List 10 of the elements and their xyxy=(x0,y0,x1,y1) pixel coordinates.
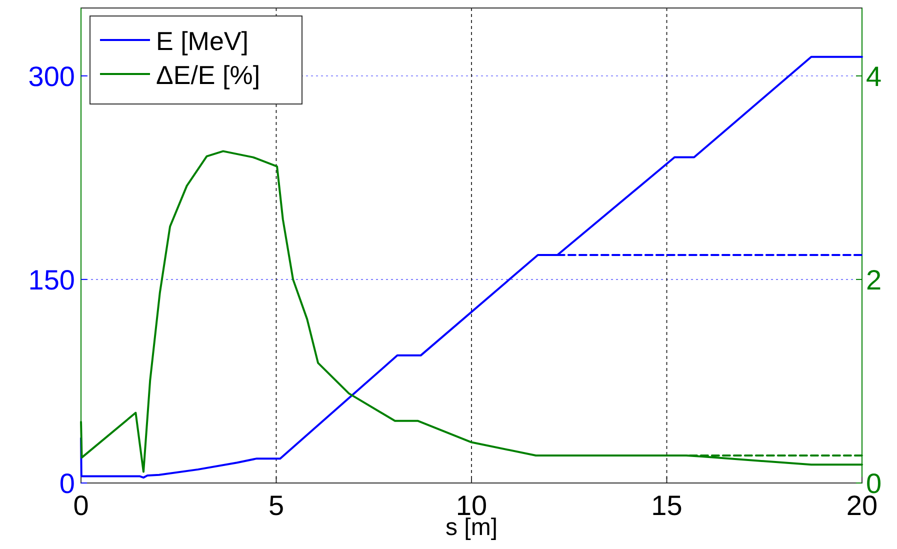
y-tick-label: 300 xyxy=(28,60,75,92)
y2-tick-label: 4 xyxy=(866,60,882,92)
line-series xyxy=(80,56,863,479)
legend-label: E [MeV] xyxy=(156,26,248,56)
y-tick-label: 150 xyxy=(28,264,75,296)
legend-label: ΔE/E [%] xyxy=(156,60,260,90)
x-tick-label: 15 xyxy=(651,490,682,521)
y-tick-label: 0 xyxy=(59,468,75,499)
y2-tick-label: 2 xyxy=(866,264,882,296)
x-tick-label: 5 xyxy=(268,490,284,521)
